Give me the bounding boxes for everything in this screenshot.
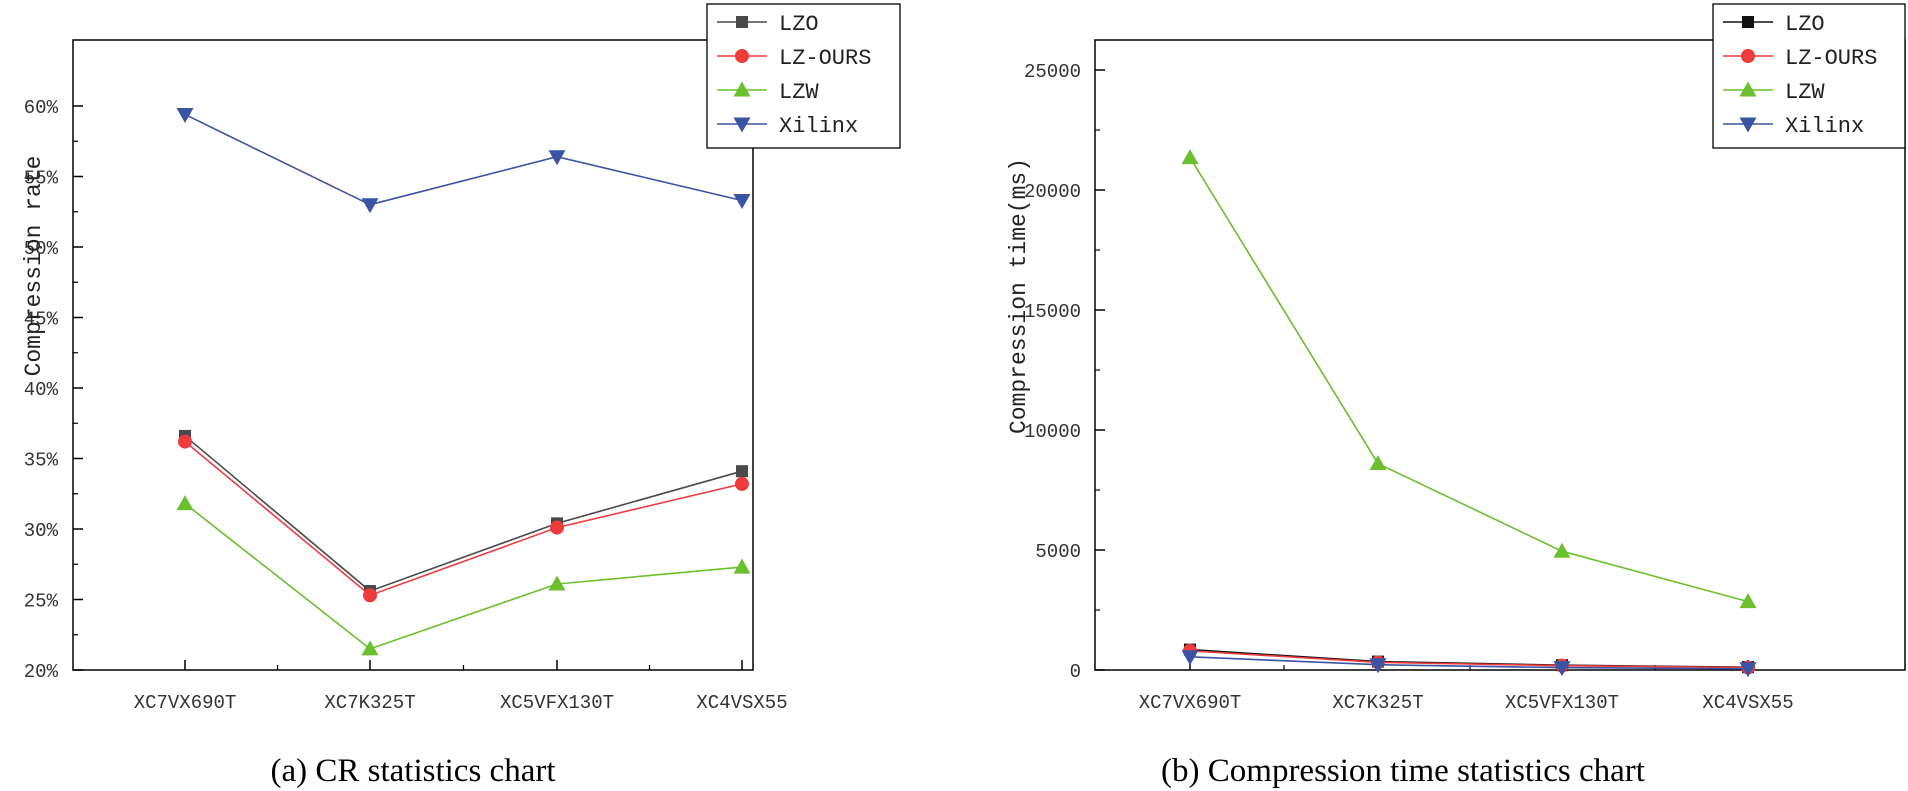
series-line-xilinx	[1189, 656, 1749, 670]
legend-marker-lzo	[736, 16, 748, 28]
caption-cr-chart: (a) CR statistics chart	[270, 753, 555, 789]
data-point-lzo	[736, 465, 748, 478]
data-point-lzw	[176, 495, 194, 511]
y-tick-label: 50%	[24, 238, 59, 260]
y-tick-label: 25000	[1024, 61, 1081, 83]
data-point-lz-ours	[550, 520, 564, 535]
data-point-lzw	[1739, 593, 1757, 609]
caption-time-chart: (b) Compression time statistics chart	[1161, 753, 1645, 789]
data-point-lz-ours	[178, 434, 192, 449]
legend-marker-lz-ours	[1741, 49, 1755, 63]
series-line-lzw	[1189, 157, 1749, 603]
y-tick-label: 60%	[24, 97, 59, 119]
data-point-lz-ours	[735, 476, 749, 491]
data-point-lz-ours	[363, 588, 377, 603]
data-point-xilinx	[361, 198, 379, 214]
legend-label-lzw: LZW	[779, 80, 819, 105]
y-tick-label: 35%	[24, 450, 59, 472]
x-tick-label: XC7K325T	[324, 692, 415, 714]
y-tick-label: 40%	[24, 379, 59, 401]
x-tick-label: XC5VFX130T	[1505, 692, 1619, 714]
data-point-lzw	[361, 640, 379, 656]
legend-label-lz-ours: LZ-OURS	[779, 46, 871, 71]
y-tick-label: 20000	[1024, 181, 1081, 203]
legend-label-xilinx: Xilinx	[1785, 114, 1864, 139]
data-point-lzw	[1553, 542, 1571, 558]
series-line-xilinx	[184, 113, 743, 206]
y-tick-label: 20%	[24, 661, 59, 683]
x-tick-label: XC7K325T	[1332, 692, 1423, 714]
data-point-xilinx	[176, 107, 194, 123]
legend-marker-lzo	[1742, 16, 1754, 28]
chart-compression-time: 0 5000 10000 15000 20000 25000 XC7VX690T XC7K32…	[1006, 3, 1906, 714]
legend-marker-xilinx	[733, 117, 751, 133]
legend-marker-lzw	[733, 81, 751, 97]
y-axis-label: Compression time(ms)	[1006, 158, 1032, 434]
data-point-lzw	[548, 575, 566, 591]
legend-marker-lz-ours	[735, 49, 749, 63]
y-tick-label: 5000	[1035, 541, 1081, 563]
chart-cr-statistics: 20% 25% 30% 35% 40% 45% 50% 55% 60% XC7VX690T XC7K…	[21, 3, 901, 714]
y-tick-label: 45%	[24, 309, 59, 331]
data-point-xilinx	[1553, 661, 1571, 677]
series-line-lz-ours	[1189, 650, 1749, 669]
x-tick-label: XC4VSX55	[696, 692, 787, 714]
legend-label-lz-ours: LZ-OURS	[1785, 46, 1877, 71]
legend-label-lzw: LZW	[1785, 80, 1825, 105]
data-point-lzw	[733, 558, 751, 574]
legend-marker-xilinx	[1739, 117, 1757, 133]
x-tick-label: XC7VX690T	[1139, 692, 1242, 714]
data-point-xilinx	[733, 193, 751, 209]
legend-marker-lzw	[1739, 81, 1757, 97]
legend-label-lzo: LZO	[1785, 12, 1825, 37]
x-tick-label: XC4VSX55	[1702, 692, 1793, 714]
y-tick-label: 30%	[24, 520, 59, 542]
x-tick-label: XC5VFX130T	[500, 692, 614, 714]
legend-label-lzo: LZO	[779, 12, 819, 37]
y-tick-label: 55%	[24, 168, 59, 190]
legend-label-xilinx: Xilinx	[779, 114, 858, 139]
x-tick-label: XC7VX690T	[134, 692, 237, 714]
series-line-lzo	[184, 435, 743, 592]
data-point-xilinx	[1181, 650, 1199, 666]
plot-frame	[1094, 39, 1906, 671]
y-tick-label: 0	[1070, 661, 1081, 683]
legend: LZO LZ-OURS LZW Xilinx	[706, 3, 901, 149]
data-point-lzw	[1181, 149, 1199, 165]
legend: LZO LZ-OURS LZW Xilinx	[1712, 3, 1906, 149]
series-line-lz-ours	[184, 440, 743, 597]
y-tick-label: 25%	[24, 591, 59, 613]
y-tick-label: 15000	[1024, 301, 1081, 323]
series-line-lzw	[184, 502, 743, 650]
y-axis-label: Compression rate	[21, 156, 47, 377]
data-point-xilinx	[548, 150, 566, 166]
data-point-xilinx	[1739, 662, 1757, 678]
data-point-xilinx	[1369, 658, 1387, 674]
plot-frame	[72, 39, 754, 671]
data-point-lzw	[1369, 455, 1387, 471]
y-tick-label: 10000	[1024, 421, 1081, 443]
